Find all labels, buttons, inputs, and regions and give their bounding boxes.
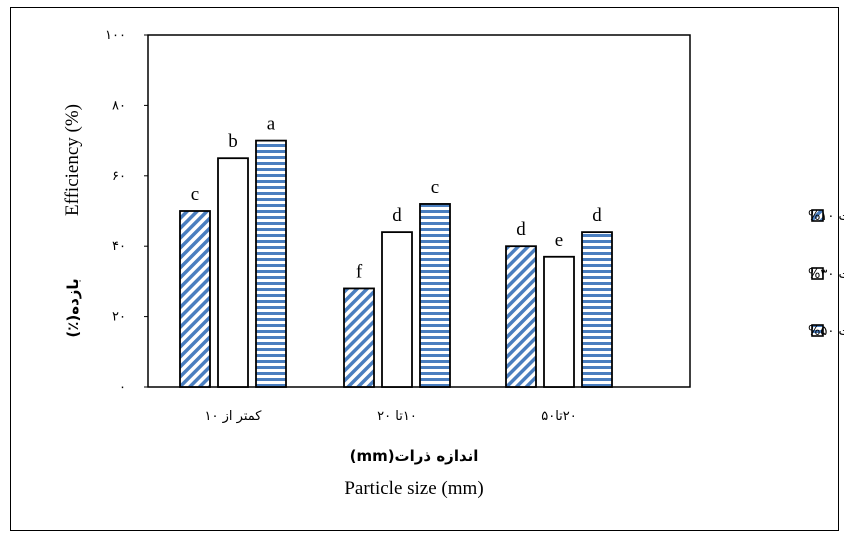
legend-label: رطوبت ۵۰% bbox=[808, 324, 844, 339]
x-category-label: کمتر از ۱۰ bbox=[205, 409, 263, 424]
y-tick-label: ۸۰ bbox=[112, 98, 126, 113]
y-tick-label: ۴۰ bbox=[112, 239, 126, 254]
y-tick-label: ۰ bbox=[119, 380, 126, 395]
y-axis-ticks: ۰ ۲۰ ۴۰ ۶۰ ۸۰ ۱۰۰ bbox=[105, 28, 148, 395]
significance-letter: f bbox=[356, 261, 363, 282]
x-axis-title-fa: اندازه ذرات(mm) bbox=[350, 447, 479, 465]
significance-letter: d bbox=[392, 205, 402, 226]
y-tick-label: ۶۰ bbox=[112, 169, 126, 184]
y-axis-title-en: Efficiency (%) bbox=[62, 104, 83, 216]
bar bbox=[217, 157, 249, 388]
plot-area bbox=[147, 34, 691, 388]
bar bbox=[505, 245, 537, 388]
legend-swatch bbox=[811, 209, 824, 222]
bar bbox=[419, 203, 451, 388]
significance-letter: c bbox=[191, 184, 199, 205]
x-axis-title-en: Particle size (mm) bbox=[344, 478, 483, 499]
bar bbox=[255, 139, 287, 388]
y-tick-label: ۱۰۰ bbox=[105, 28, 126, 43]
significance-letter: b bbox=[228, 131, 238, 152]
significance-letters: c b a f d c d e d bbox=[191, 114, 602, 283]
legend-swatch bbox=[811, 324, 824, 337]
y-axis-title-fa: بازده(٪) bbox=[64, 278, 82, 337]
significance-letter: a bbox=[267, 114, 276, 135]
significance-letter: d bbox=[516, 219, 526, 240]
bars bbox=[179, 139, 613, 388]
bar bbox=[179, 210, 211, 388]
significance-letter: d bbox=[592, 205, 602, 226]
legend-label: رطوبت ۳۰% bbox=[808, 267, 844, 282]
significance-letter: e bbox=[555, 230, 563, 251]
legend-swatch bbox=[811, 267, 824, 280]
bar bbox=[381, 231, 413, 388]
x-category-label: ۱۰تا ۲۰ bbox=[377, 409, 417, 424]
legend-label: رطوبت ۱۰% bbox=[808, 209, 844, 224]
bar bbox=[543, 255, 575, 388]
legend: رطوبت ۱۰% رطوبت ۳۰% رطوبت ۵۰% bbox=[808, 209, 844, 339]
x-axis-categories: کمتر از ۱۰ ۱۰تا ۲۰ ۲۰تا۵۰ bbox=[205, 409, 577, 424]
significance-letter: c bbox=[431, 177, 439, 198]
x-category-label: ۲۰تا۵۰ bbox=[541, 409, 577, 424]
y-tick-label: ۲۰ bbox=[112, 310, 126, 325]
bar bbox=[581, 231, 613, 388]
bar bbox=[343, 287, 375, 388]
